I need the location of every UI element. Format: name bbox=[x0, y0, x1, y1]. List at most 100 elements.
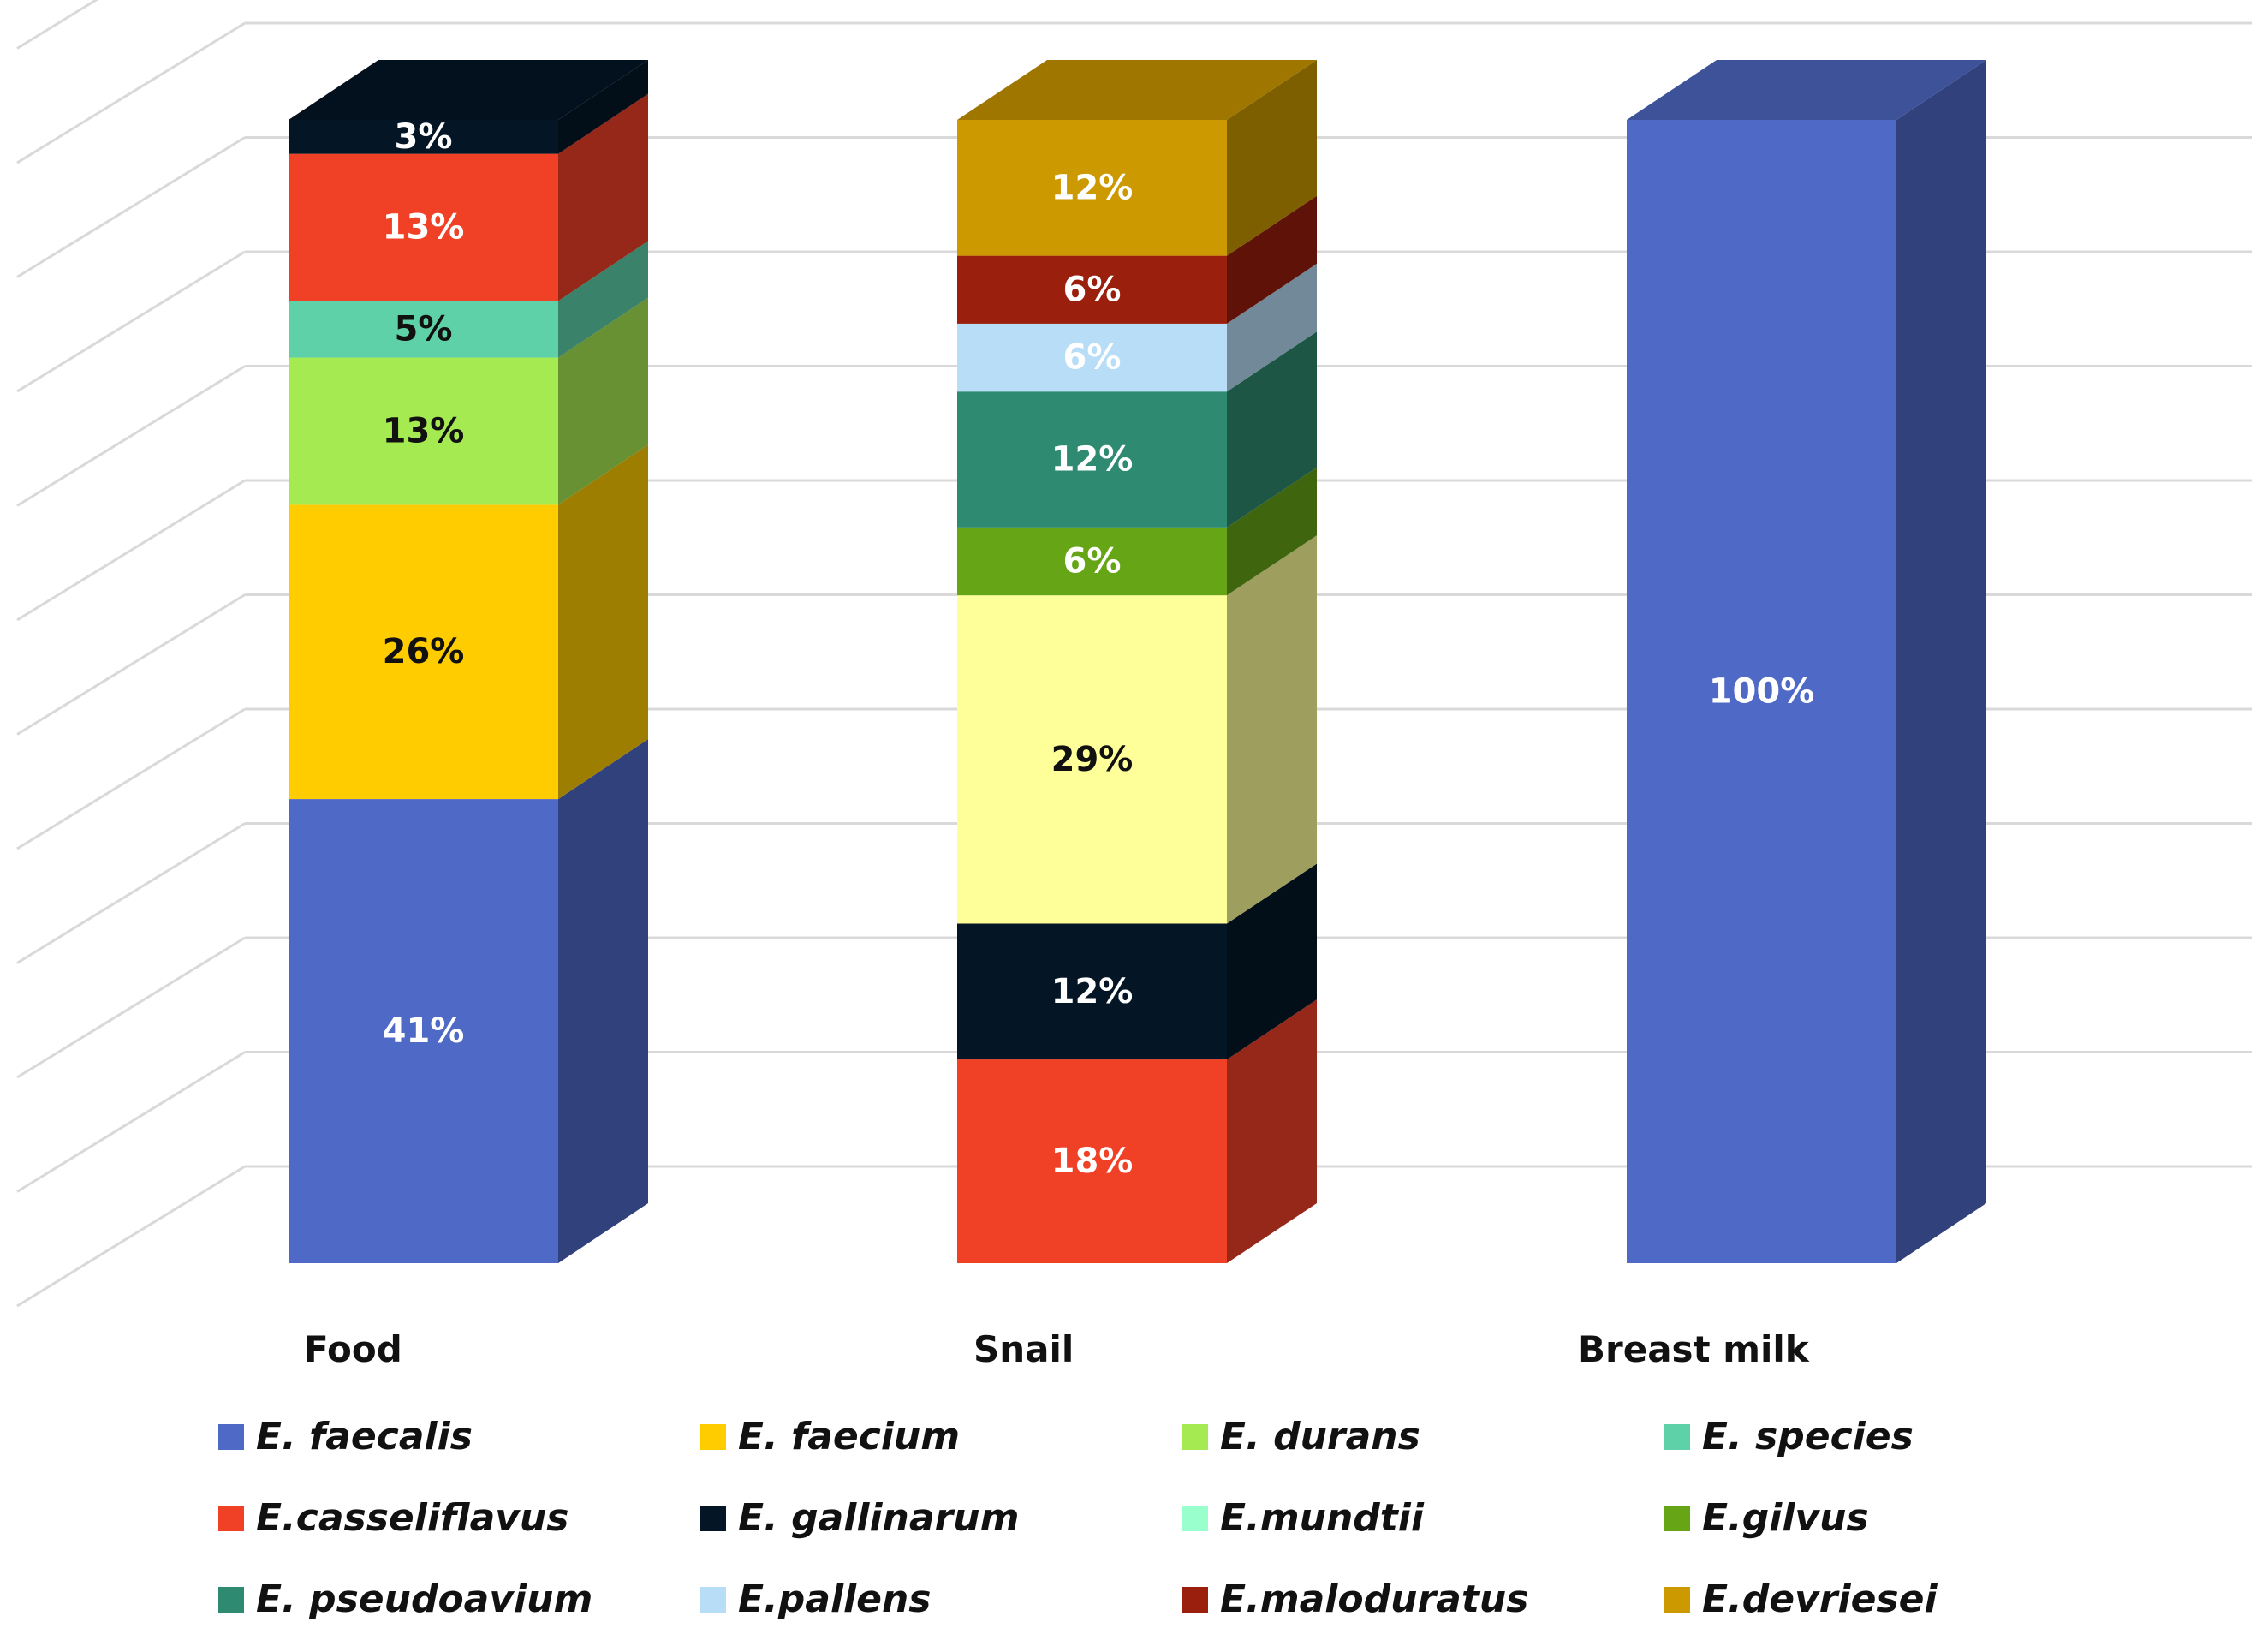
bar-stack-snail: 18% 12% 29% 6% 12% 6% 6% 12% bbox=[957, 60, 1317, 1263]
legend-swatch bbox=[1664, 1423, 1690, 1450]
legend-label: E. pseudoavium bbox=[256, 1577, 593, 1621]
category-labels: Food Snail Breast milk bbox=[304, 1328, 1810, 1370]
bar-segment-side bbox=[1227, 60, 1317, 256]
bar-segment bbox=[957, 1059, 1227, 1263]
bar-segment bbox=[289, 357, 558, 505]
bar-segment-side bbox=[1227, 263, 1317, 392]
data-label: 26% bbox=[383, 632, 465, 671]
bar-top-face bbox=[1627, 60, 1986, 120]
bar-top-face bbox=[957, 60, 1317, 120]
legend-label: E.casseliflavus bbox=[256, 1496, 569, 1540]
legend-label: E. gallinarum bbox=[738, 1496, 1020, 1540]
bar-segment bbox=[957, 323, 1227, 392]
gridline-diagonal bbox=[16, 936, 246, 1079]
legend-row: E. pseudoavium E.pallens E.maloduratus E.de… bbox=[218, 1559, 2188, 1640]
bar-segment bbox=[289, 301, 558, 358]
data-label: 29% bbox=[1051, 740, 1134, 779]
bar-segment bbox=[957, 527, 1227, 596]
bar-segment bbox=[957, 120, 1227, 256]
legend-label: E. faecium bbox=[738, 1415, 961, 1458]
bar-segment bbox=[289, 120, 558, 154]
bar-segment bbox=[957, 923, 1227, 1060]
bar-stacks: 41% 26% 13% 5% 13% 3% 18% 12% 29% 6% 12% 6% 6% 12% 100… bbox=[289, 60, 1986, 1263]
gridline-diagonal bbox=[16, 0, 99, 50]
x-tick-label: Snail bbox=[973, 1328, 1074, 1370]
legend-item: E.pallens bbox=[700, 1577, 1182, 1621]
legend-label: E.gilvus bbox=[1702, 1496, 1869, 1540]
bar-segment-side bbox=[1227, 535, 1317, 924]
bar-segment bbox=[1627, 120, 1896, 1263]
data-label: 13% bbox=[383, 411, 465, 450]
legend-swatch bbox=[218, 1423, 244, 1450]
legend-item: E.gilvus bbox=[1664, 1496, 2146, 1540]
legend-label: E.mundtii bbox=[1220, 1496, 1424, 1540]
bar-segment-side bbox=[558, 93, 648, 301]
legend-item: E. gallinarum bbox=[700, 1496, 1182, 1540]
legend-item: E. pseudoavium bbox=[218, 1577, 700, 1621]
data-label: 3% bbox=[395, 117, 453, 157]
bar-segment-side bbox=[1227, 195, 1317, 324]
legend-swatch bbox=[700, 1423, 726, 1450]
legend-swatch bbox=[218, 1586, 244, 1613]
legend-item: E. durans bbox=[1182, 1415, 1664, 1458]
bar-segment-side bbox=[1896, 60, 1986, 1263]
data-label: 12% bbox=[1051, 440, 1134, 480]
bar-segment bbox=[289, 153, 558, 301]
gridline-diagonal bbox=[16, 707, 246, 850]
legend-item: E. species bbox=[1664, 1415, 2146, 1458]
data-label: 41% bbox=[383, 1011, 465, 1051]
legend-label: E. durans bbox=[1220, 1415, 1420, 1458]
legend-swatch bbox=[1182, 1423, 1208, 1450]
gridline-diagonal bbox=[16, 136, 246, 278]
bar-segment-side bbox=[558, 297, 648, 505]
gridline-diagonal bbox=[16, 365, 246, 507]
legend-label: E.pallens bbox=[738, 1577, 932, 1621]
bar-segment bbox=[289, 799, 558, 1263]
x-tick-label: Breast milk bbox=[1578, 1328, 1810, 1370]
bar-segment bbox=[957, 255, 1227, 324]
data-label: 5% bbox=[395, 310, 453, 349]
bar-segment-side bbox=[1227, 863, 1317, 1060]
bar-segment-side bbox=[558, 444, 648, 800]
gridline-diagonal bbox=[16, 593, 246, 736]
bar-segment bbox=[289, 504, 558, 800]
data-label: 6% bbox=[1063, 541, 1122, 581]
legend-swatch bbox=[218, 1505, 244, 1531]
bar-segment-side bbox=[1227, 331, 1317, 528]
bar-segment-side bbox=[1227, 467, 1317, 596]
bar-top-face bbox=[289, 60, 648, 120]
bar-segment-side bbox=[1227, 999, 1317, 1263]
data-label: 13% bbox=[383, 208, 465, 247]
bar-segment-side bbox=[558, 241, 648, 358]
legend-swatch bbox=[1182, 1586, 1208, 1613]
legend-label: E. faecalis bbox=[256, 1415, 473, 1458]
bar-stack-breast-milk: 100% bbox=[1627, 60, 1986, 1263]
gridline-diagonal bbox=[16, 21, 246, 164]
bar-segment-side bbox=[558, 60, 648, 154]
legend-swatch bbox=[1664, 1505, 1690, 1531]
bar-segment bbox=[957, 595, 1227, 924]
legend: E. faecalis E. faecium E. durans E. species… bbox=[218, 1396, 2188, 1640]
legend-swatch bbox=[700, 1505, 726, 1531]
legend-swatch bbox=[700, 1586, 726, 1613]
legend-item: E.casseliflavus bbox=[218, 1496, 700, 1540]
data-label: 12% bbox=[1051, 168, 1134, 207]
data-label: 18% bbox=[1051, 1142, 1134, 1181]
legend-label: E.devriesei bbox=[1702, 1577, 1938, 1621]
legend-label: E. species bbox=[1702, 1415, 1914, 1458]
gridline-diagonal bbox=[16, 479, 246, 622]
gridline-diagonal bbox=[16, 250, 246, 393]
data-label: 6% bbox=[1063, 338, 1122, 378]
legend-row: E. faecalis E. faecium E. durans E. species bbox=[218, 1396, 2188, 1477]
legend-row: E.casseliflavus E. gallinarum E.mundtii E.g… bbox=[218, 1477, 2188, 1559]
gridline-diagonal bbox=[16, 1165, 246, 1308]
legend-label: E.maloduratus bbox=[1220, 1577, 1529, 1621]
bar-stack-food: 41% 26% 13% 5% 13% 3% bbox=[289, 60, 648, 1263]
bar-segment bbox=[957, 391, 1227, 528]
bar-segment-side bbox=[558, 739, 648, 1263]
legend-item: E.maloduratus bbox=[1182, 1577, 1664, 1621]
legend-item: E. faecalis bbox=[218, 1415, 700, 1458]
data-label: 100% bbox=[1709, 672, 1815, 712]
gridline-diagonal bbox=[16, 1051, 246, 1193]
